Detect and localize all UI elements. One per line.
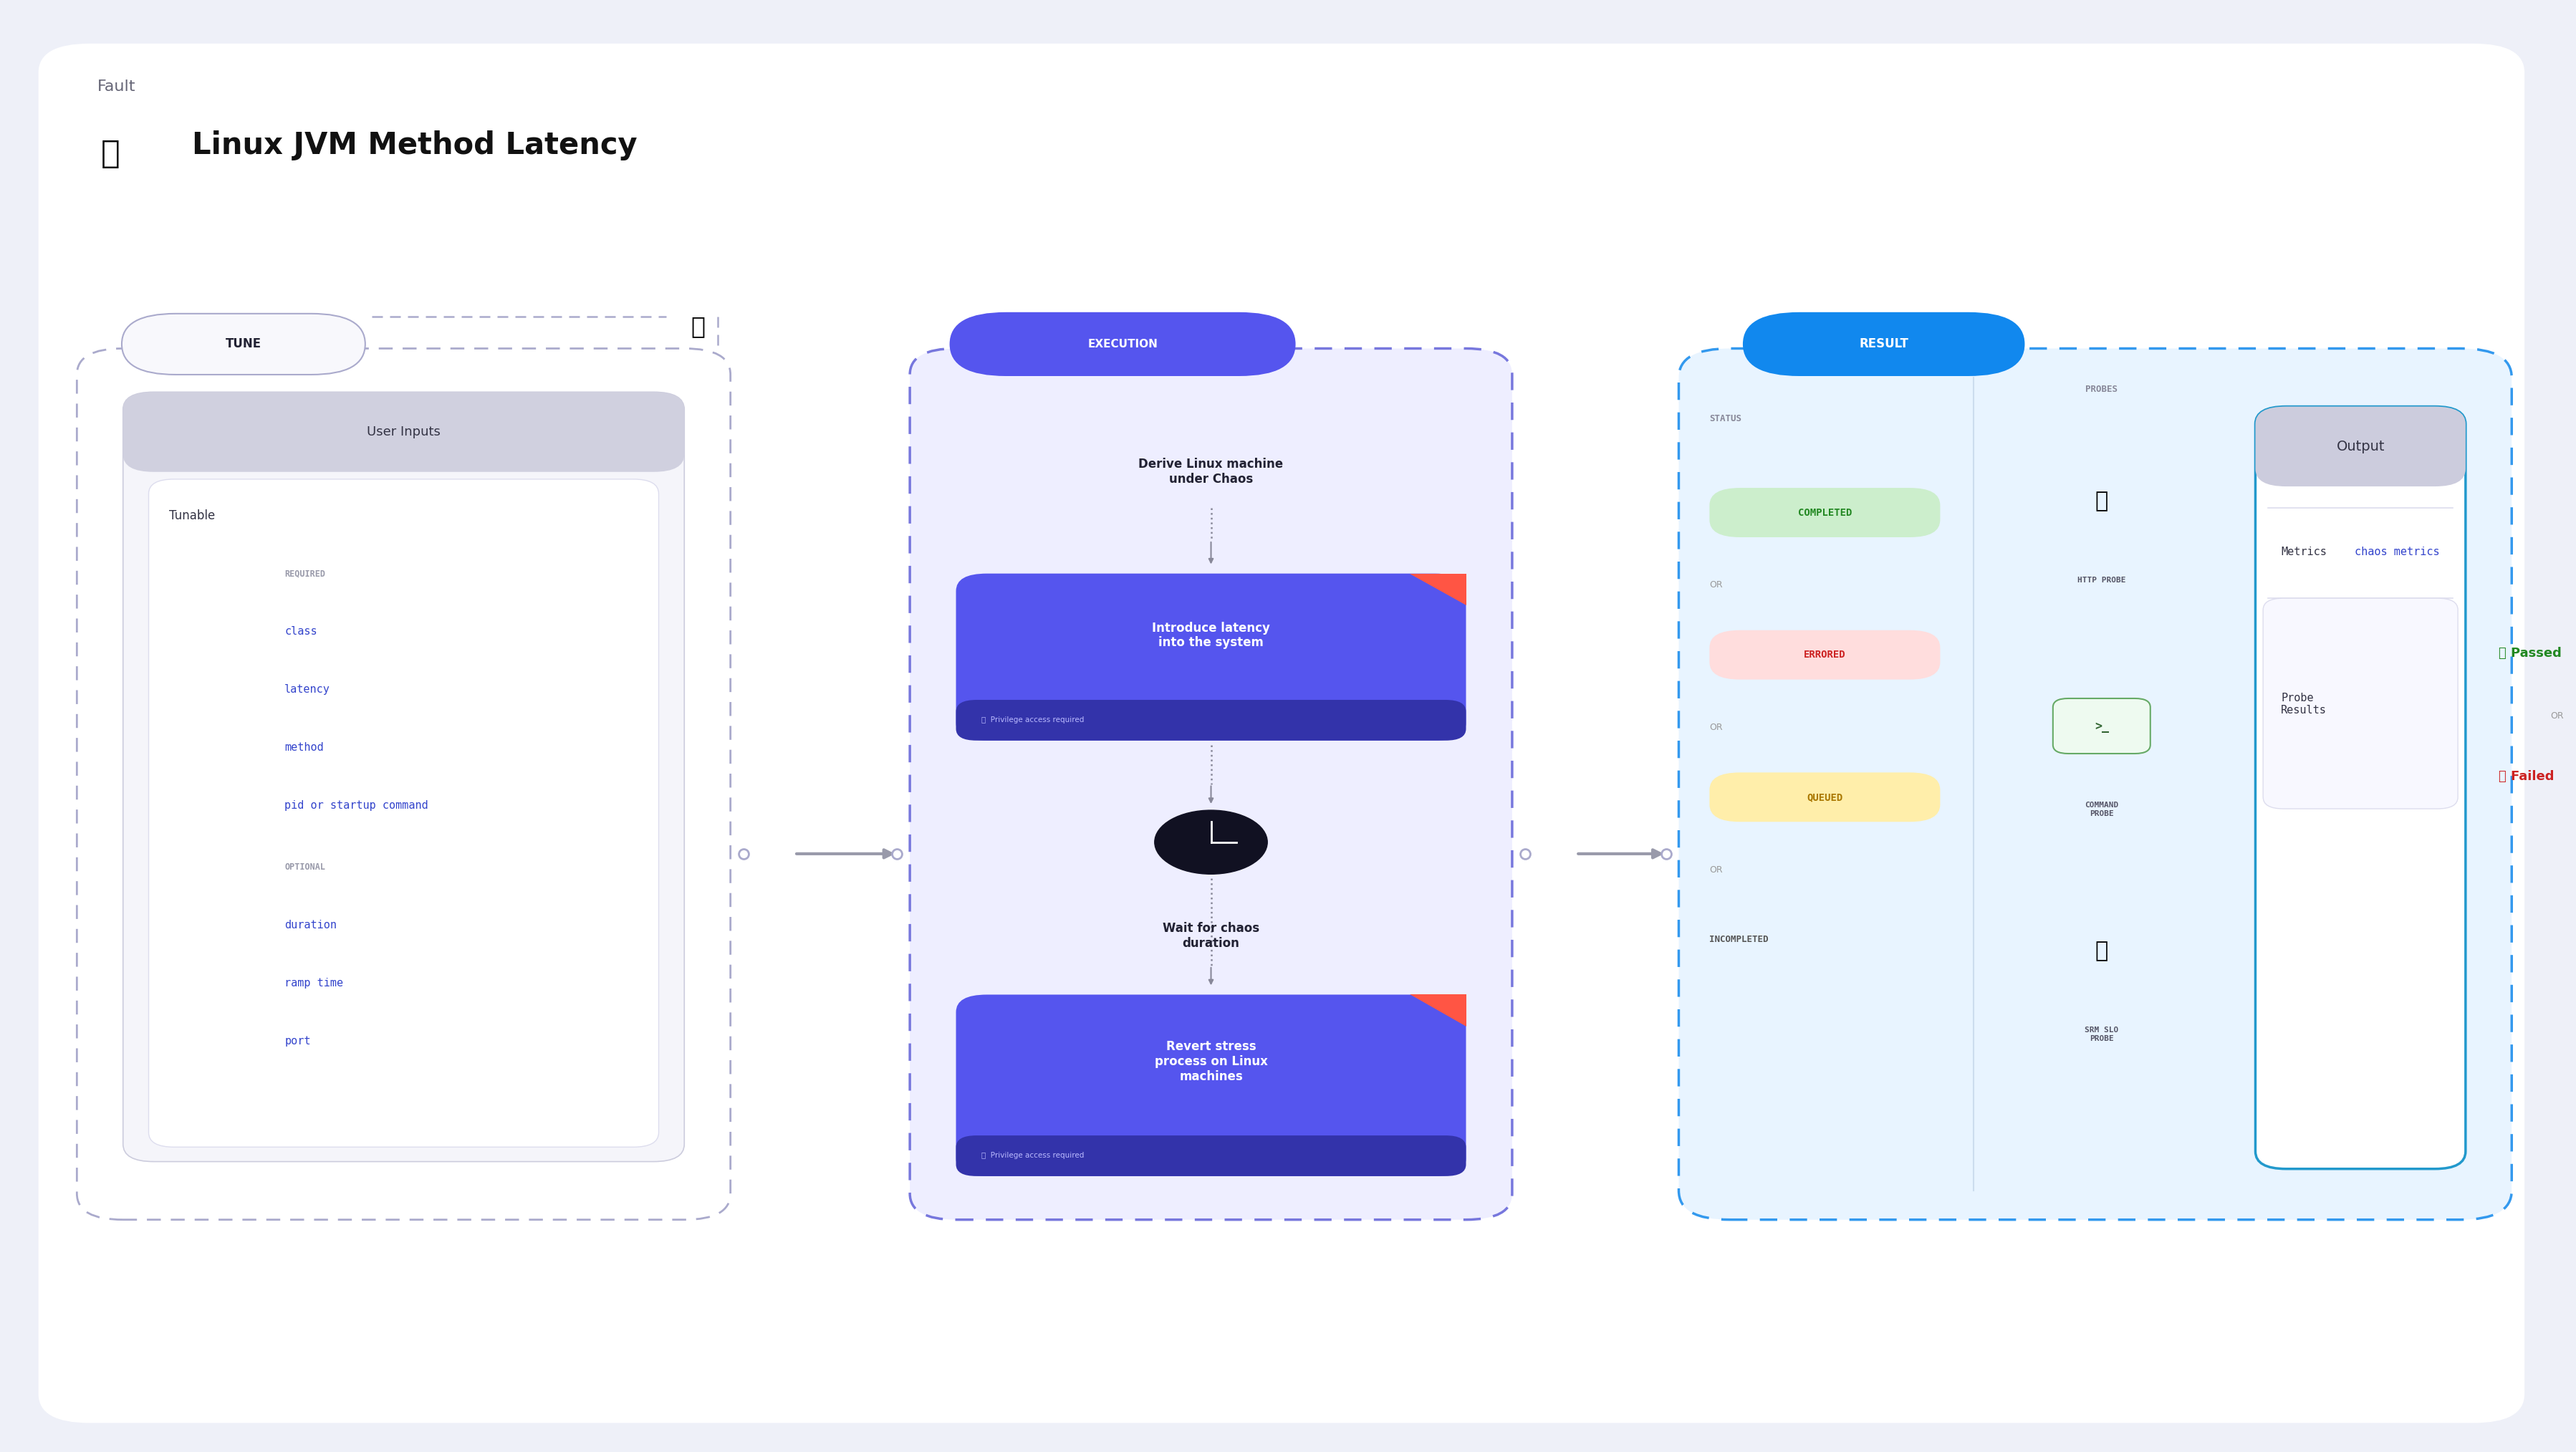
Text: 🔮: 🔮 bbox=[2094, 941, 2107, 961]
Text: Introduce latency
into the system: Introduce latency into the system bbox=[1151, 621, 1270, 649]
FancyBboxPatch shape bbox=[956, 574, 1466, 741]
Text: ✅ Passed: ✅ Passed bbox=[2499, 648, 2563, 659]
FancyBboxPatch shape bbox=[956, 995, 1466, 1176]
Text: COMPLETED: COMPLETED bbox=[1798, 508, 1852, 517]
Polygon shape bbox=[1409, 995, 1466, 1027]
Text: Probe
Results: Probe Results bbox=[2280, 693, 2326, 716]
Text: ❌ Failed: ❌ Failed bbox=[2499, 771, 2555, 783]
Text: port: port bbox=[283, 1035, 312, 1047]
FancyBboxPatch shape bbox=[1744, 312, 2025, 376]
Text: TUNE: TUNE bbox=[227, 338, 260, 350]
FancyBboxPatch shape bbox=[2257, 407, 2465, 486]
Text: Metrics: Metrics bbox=[2280, 546, 2326, 558]
Text: STATUS: STATUS bbox=[1710, 414, 1741, 423]
Text: User Inputs: User Inputs bbox=[366, 425, 440, 439]
Text: ERRORED: ERRORED bbox=[1803, 650, 1847, 659]
Text: chaos metrics: chaos metrics bbox=[2354, 546, 2439, 558]
Text: pid or startup command: pid or startup command bbox=[283, 800, 428, 812]
Circle shape bbox=[1154, 810, 1267, 874]
Text: 🌐: 🌐 bbox=[2094, 491, 2107, 511]
FancyBboxPatch shape bbox=[149, 479, 659, 1147]
FancyBboxPatch shape bbox=[39, 44, 2524, 1423]
Text: >_: >_ bbox=[2094, 720, 2110, 732]
Text: SRM SLO
PROBE: SRM SLO PROBE bbox=[2084, 1027, 2117, 1043]
Text: Tunable: Tunable bbox=[170, 510, 216, 521]
Text: method: method bbox=[283, 742, 325, 754]
Text: Output: Output bbox=[2336, 440, 2385, 453]
Text: 🔒  Privilege access required: 🔒 Privilege access required bbox=[981, 717, 1084, 723]
FancyBboxPatch shape bbox=[77, 348, 732, 1220]
FancyBboxPatch shape bbox=[121, 314, 366, 375]
Text: Fault: Fault bbox=[98, 80, 137, 94]
Text: Wait for chaos
duration: Wait for chaos duration bbox=[1162, 922, 1260, 950]
FancyBboxPatch shape bbox=[956, 700, 1466, 741]
Text: 🔒  Privilege access required: 🔒 Privilege access required bbox=[981, 1153, 1084, 1159]
Text: ramp time: ramp time bbox=[283, 977, 343, 989]
Text: duration: duration bbox=[283, 919, 337, 931]
Text: latency: latency bbox=[283, 684, 330, 696]
Text: Revert stress
process on Linux
machines: Revert stress process on Linux machines bbox=[1154, 1041, 1267, 1083]
FancyBboxPatch shape bbox=[909, 348, 1512, 1220]
Text: REQUIRED: REQUIRED bbox=[283, 569, 325, 578]
Text: class: class bbox=[283, 626, 317, 637]
Text: RESULT: RESULT bbox=[1860, 338, 1909, 350]
Text: Linux JVM Method Latency: Linux JVM Method Latency bbox=[193, 131, 636, 161]
Text: OPTIONAL: OPTIONAL bbox=[283, 862, 325, 871]
Polygon shape bbox=[1409, 574, 1466, 605]
FancyBboxPatch shape bbox=[124, 392, 685, 472]
Text: OR: OR bbox=[1710, 865, 1723, 874]
FancyBboxPatch shape bbox=[2053, 698, 2151, 754]
FancyBboxPatch shape bbox=[1710, 630, 1940, 680]
Text: INCOMPLETED: INCOMPLETED bbox=[1710, 935, 1770, 944]
FancyBboxPatch shape bbox=[1680, 348, 2512, 1220]
FancyBboxPatch shape bbox=[2257, 407, 2465, 1169]
Text: COMMAND
PROBE: COMMAND PROBE bbox=[2084, 802, 2117, 817]
FancyBboxPatch shape bbox=[956, 1135, 1466, 1176]
Text: OR: OR bbox=[2550, 711, 2563, 720]
FancyBboxPatch shape bbox=[1710, 772, 1940, 822]
FancyBboxPatch shape bbox=[2264, 598, 2458, 809]
Text: 🐧: 🐧 bbox=[100, 138, 121, 168]
Text: HTTP PROBE: HTTP PROBE bbox=[2076, 576, 2125, 584]
Text: OR: OR bbox=[1710, 581, 1723, 590]
Text: 🐧: 🐧 bbox=[690, 315, 706, 338]
Text: OR: OR bbox=[1710, 723, 1723, 732]
Text: PROBES: PROBES bbox=[2087, 385, 2117, 393]
FancyBboxPatch shape bbox=[124, 392, 685, 1162]
FancyBboxPatch shape bbox=[1710, 488, 1940, 537]
Text: EXECUTION: EXECUTION bbox=[1087, 338, 1157, 350]
Text: QUEUED: QUEUED bbox=[1806, 793, 1842, 802]
Text: Derive Linux machine
under Chaos: Derive Linux machine under Chaos bbox=[1139, 457, 1283, 486]
FancyBboxPatch shape bbox=[951, 312, 1296, 376]
